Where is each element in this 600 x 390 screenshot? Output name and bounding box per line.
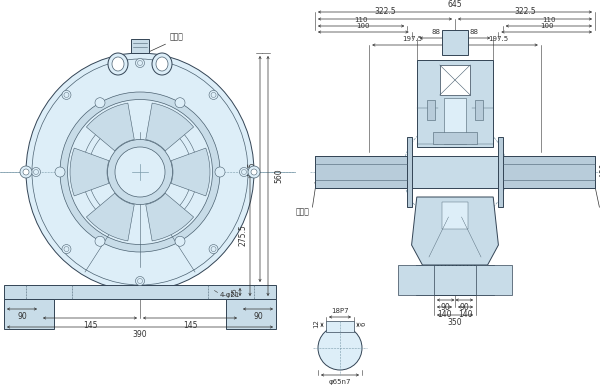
Ellipse shape: [26, 53, 254, 291]
Text: 197.5: 197.5: [402, 36, 422, 42]
Polygon shape: [86, 193, 134, 241]
Text: 12: 12: [313, 319, 319, 328]
Text: 145: 145: [83, 321, 97, 330]
Text: 25: 25: [232, 288, 238, 296]
Bar: [427, 100, 435, 120]
Text: 100: 100: [540, 23, 553, 29]
Bar: [226, 299, 276, 329]
Text: 515: 515: [247, 162, 256, 176]
Ellipse shape: [60, 92, 220, 252]
Circle shape: [136, 58, 145, 67]
Circle shape: [62, 90, 71, 99]
Circle shape: [318, 326, 362, 370]
Text: 645: 645: [448, 0, 463, 9]
Bar: [416, 265, 494, 295]
Text: 90: 90: [441, 303, 451, 312]
Text: 322.5: 322.5: [374, 7, 396, 16]
Text: 4-φ21: 4-φ21: [220, 292, 241, 298]
Polygon shape: [412, 197, 499, 265]
Polygon shape: [146, 103, 194, 151]
Bar: [476, 265, 512, 295]
Text: 390: 390: [133, 330, 148, 339]
Ellipse shape: [152, 53, 172, 75]
Ellipse shape: [115, 147, 165, 197]
Text: 140: 140: [458, 310, 473, 319]
Text: 6: 6: [361, 321, 367, 326]
Text: 140: 140: [437, 310, 452, 319]
Ellipse shape: [251, 169, 257, 175]
Ellipse shape: [23, 169, 29, 175]
Ellipse shape: [112, 57, 124, 71]
Bar: [442, 202, 468, 229]
Text: φ65n7: φ65n7: [329, 379, 351, 385]
Circle shape: [95, 236, 105, 246]
Bar: [131, 39, 149, 53]
Bar: [444, 98, 466, 144]
Text: 88: 88: [431, 29, 440, 35]
Polygon shape: [146, 193, 194, 241]
Polygon shape: [86, 103, 134, 151]
Bar: [4, 285, 276, 299]
Ellipse shape: [248, 166, 260, 178]
Circle shape: [209, 245, 218, 254]
Circle shape: [175, 98, 185, 108]
Text: 18P7: 18P7: [331, 308, 349, 314]
Text: 350: 350: [448, 318, 463, 327]
Ellipse shape: [20, 166, 32, 178]
Text: 275.5: 275.5: [239, 225, 248, 246]
Bar: [440, 65, 470, 95]
Polygon shape: [171, 148, 210, 196]
Text: 560: 560: [274, 169, 283, 183]
Bar: [475, 100, 483, 120]
Text: 145: 145: [183, 321, 197, 330]
Text: 88: 88: [470, 29, 479, 35]
Bar: [499, 137, 503, 207]
Text: 端子台: 端子台: [170, 32, 184, 41]
Circle shape: [95, 98, 105, 108]
Ellipse shape: [108, 53, 128, 75]
Bar: [398, 265, 434, 295]
Text: 110: 110: [542, 17, 556, 23]
Text: 90: 90: [460, 303, 469, 312]
Text: 90: 90: [253, 312, 263, 321]
Circle shape: [175, 236, 185, 246]
Circle shape: [215, 167, 225, 177]
Circle shape: [62, 245, 71, 254]
Text: 出力軸: 出力軸: [296, 207, 310, 216]
Text: 110: 110: [355, 17, 368, 23]
Text: 322.5: 322.5: [514, 7, 536, 16]
Bar: [315, 156, 595, 188]
Text: 100: 100: [356, 23, 370, 29]
Circle shape: [209, 90, 218, 99]
Bar: [4, 299, 54, 329]
Circle shape: [55, 167, 65, 177]
Bar: [442, 30, 468, 55]
Bar: [315, 156, 407, 188]
Polygon shape: [70, 148, 109, 196]
Circle shape: [32, 167, 41, 177]
Text: 197.5: 197.5: [488, 36, 508, 42]
Ellipse shape: [156, 57, 168, 71]
Bar: [417, 60, 493, 147]
Bar: [433, 132, 477, 144]
Circle shape: [239, 167, 248, 177]
Bar: [407, 137, 412, 207]
Text: 90: 90: [17, 312, 27, 321]
Ellipse shape: [67, 99, 212, 245]
Bar: [503, 156, 595, 188]
Ellipse shape: [107, 140, 173, 204]
Bar: [326, 321, 354, 332]
Circle shape: [136, 277, 145, 285]
